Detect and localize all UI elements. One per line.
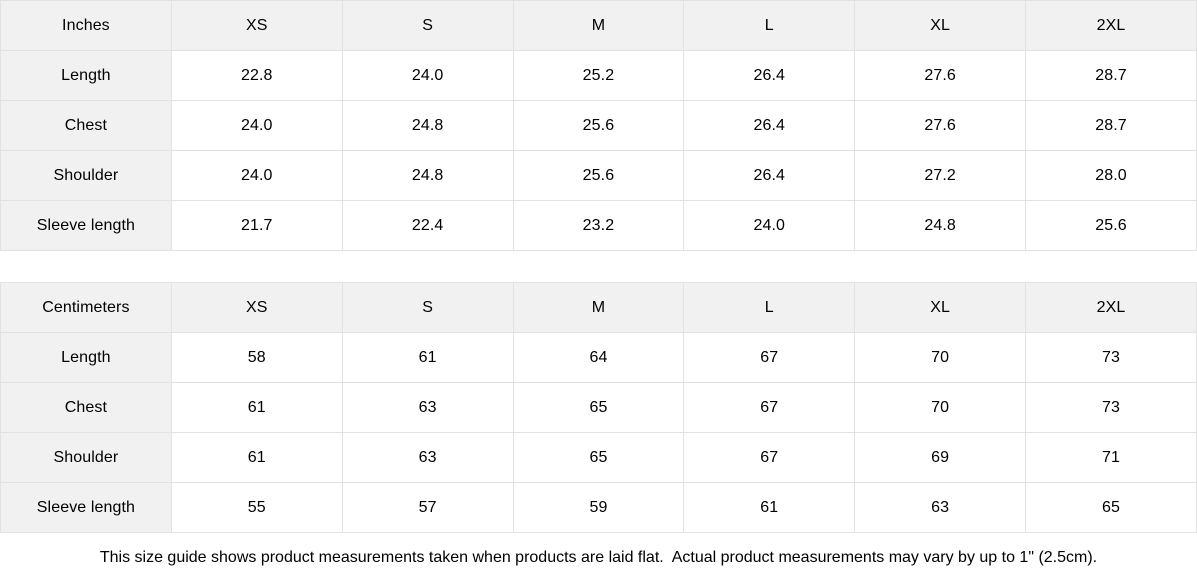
size-column-header: M [512,0,685,51]
table-spacer [0,251,1197,282]
measurement-value-cell: 63 [341,382,514,433]
size-column-header: 2XL [1025,0,1197,51]
measurement-value-cell: 61 [683,482,856,533]
measurement-value-cell: 58 [170,332,343,383]
measurement-value-cell: 69 [854,432,1027,483]
measurement-value-cell: 24.8 [341,100,514,151]
measurement-value-cell: 67 [683,332,856,383]
size-column-header: 2XL [1025,282,1197,333]
measurement-value-cell: 67 [683,382,856,433]
measurement-value-cell: 25.6 [512,100,685,151]
header-row: Inches XS S M L XL 2XL [0,0,1197,51]
table-row: Length 58 61 64 67 70 73 [0,332,1197,383]
measurement-value-cell: 25.6 [512,150,685,201]
measurement-row-label: Chest [0,382,172,433]
measurement-value-cell: 25.6 [1025,200,1197,251]
size-column-header: S [341,282,514,333]
measurement-row-label: Sleeve length [0,482,172,533]
measurement-row-label: Length [0,50,172,101]
unit-header: Centimeters [0,282,172,333]
measurement-value-cell: 70 [854,332,1027,383]
measurement-row-label: Shoulder [0,150,172,201]
table-row: Chest 61 63 65 67 70 73 [0,382,1197,433]
measurement-value-cell: 27.6 [854,50,1027,101]
measurement-value-cell: 65 [512,432,685,483]
measurement-value-cell: 22.8 [170,50,343,101]
table-row: Shoulder 24.0 24.8 25.6 26.4 27.2 28.0 [0,150,1197,201]
size-column-header: M [512,282,685,333]
measurement-value-cell: 22.4 [341,200,514,251]
measurement-value-cell: 73 [1025,382,1197,433]
measurement-value-cell: 61 [341,332,514,383]
measurement-value-cell: 63 [854,482,1027,533]
measurement-value-cell: 61 [170,432,343,483]
unit-header: Inches [0,0,172,51]
measurement-value-cell: 65 [1025,482,1197,533]
size-guide-disclaimer: This size guide shows product measuremen… [0,533,1197,582]
table-row: Shoulder 61 63 65 67 69 71 [0,432,1197,483]
measurement-value-cell: 61 [170,382,343,433]
measurement-value-cell: 70 [854,382,1027,433]
measurement-row-label: Length [0,332,172,383]
measurement-value-cell: 24.8 [341,150,514,201]
measurement-row-label: Chest [0,100,172,151]
size-table-inches: Inches XS S M L XL 2XL Length 22.8 24.0 25.2 26.4 27… [0,0,1197,251]
measurement-value-cell: 28.7 [1025,50,1197,101]
measurement-value-cell: 26.4 [683,50,856,101]
table-row: Length 22.8 24.0 25.2 26.4 27.6 28.7 [0,50,1197,101]
measurement-value-cell: 55 [170,482,343,533]
table-row: Sleeve length 55 57 59 61 63 65 [0,482,1197,533]
measurement-value-cell: 64 [512,332,685,383]
measurement-value-cell: 63 [341,432,514,483]
table-row: Sleeve length 21.7 22.4 23.2 24.0 24.8 25.6 [0,200,1197,251]
measurement-value-cell: 24.0 [341,50,514,101]
measurement-value-cell: 28.7 [1025,100,1197,151]
measurement-value-cell: 24.8 [854,200,1027,251]
size-table-centimeters: Centimeters XS S M L XL 2XL Length 58 61 64 67 70 73 C… [0,282,1197,533]
size-column-header: XL [854,0,1027,51]
size-column-header: XL [854,282,1027,333]
measurement-value-cell: 24.0 [170,100,343,151]
measurement-value-cell: 67 [683,432,856,483]
measurement-row-label: Shoulder [0,432,172,483]
size-column-header: L [683,282,856,333]
measurement-value-cell: 26.4 [683,100,856,151]
measurement-value-cell: 25.2 [512,50,685,101]
table-row: Chest 24.0 24.8 25.6 26.4 27.6 28.7 [0,100,1197,151]
measurement-value-cell: 71 [1025,432,1197,483]
header-row: Centimeters XS S M L XL 2XL [0,282,1197,333]
measurement-value-cell: 57 [341,482,514,533]
measurement-value-cell: 28.0 [1025,150,1197,201]
size-column-header: XS [170,0,343,51]
measurement-value-cell: 59 [512,482,685,533]
measurement-value-cell: 26.4 [683,150,856,201]
size-column-header: S [341,0,514,51]
measurement-value-cell: 27.2 [854,150,1027,201]
measurement-value-cell: 24.0 [683,200,856,251]
measurement-value-cell: 23.2 [512,200,685,251]
size-column-header: L [683,0,856,51]
measurement-value-cell: 24.0 [170,150,343,201]
measurement-value-cell: 27.6 [854,100,1027,151]
size-column-header: XS [170,282,343,333]
measurement-value-cell: 21.7 [170,200,343,251]
measurement-row-label: Sleeve length [0,200,172,251]
measurement-value-cell: 73 [1025,332,1197,383]
measurement-value-cell: 65 [512,382,685,433]
